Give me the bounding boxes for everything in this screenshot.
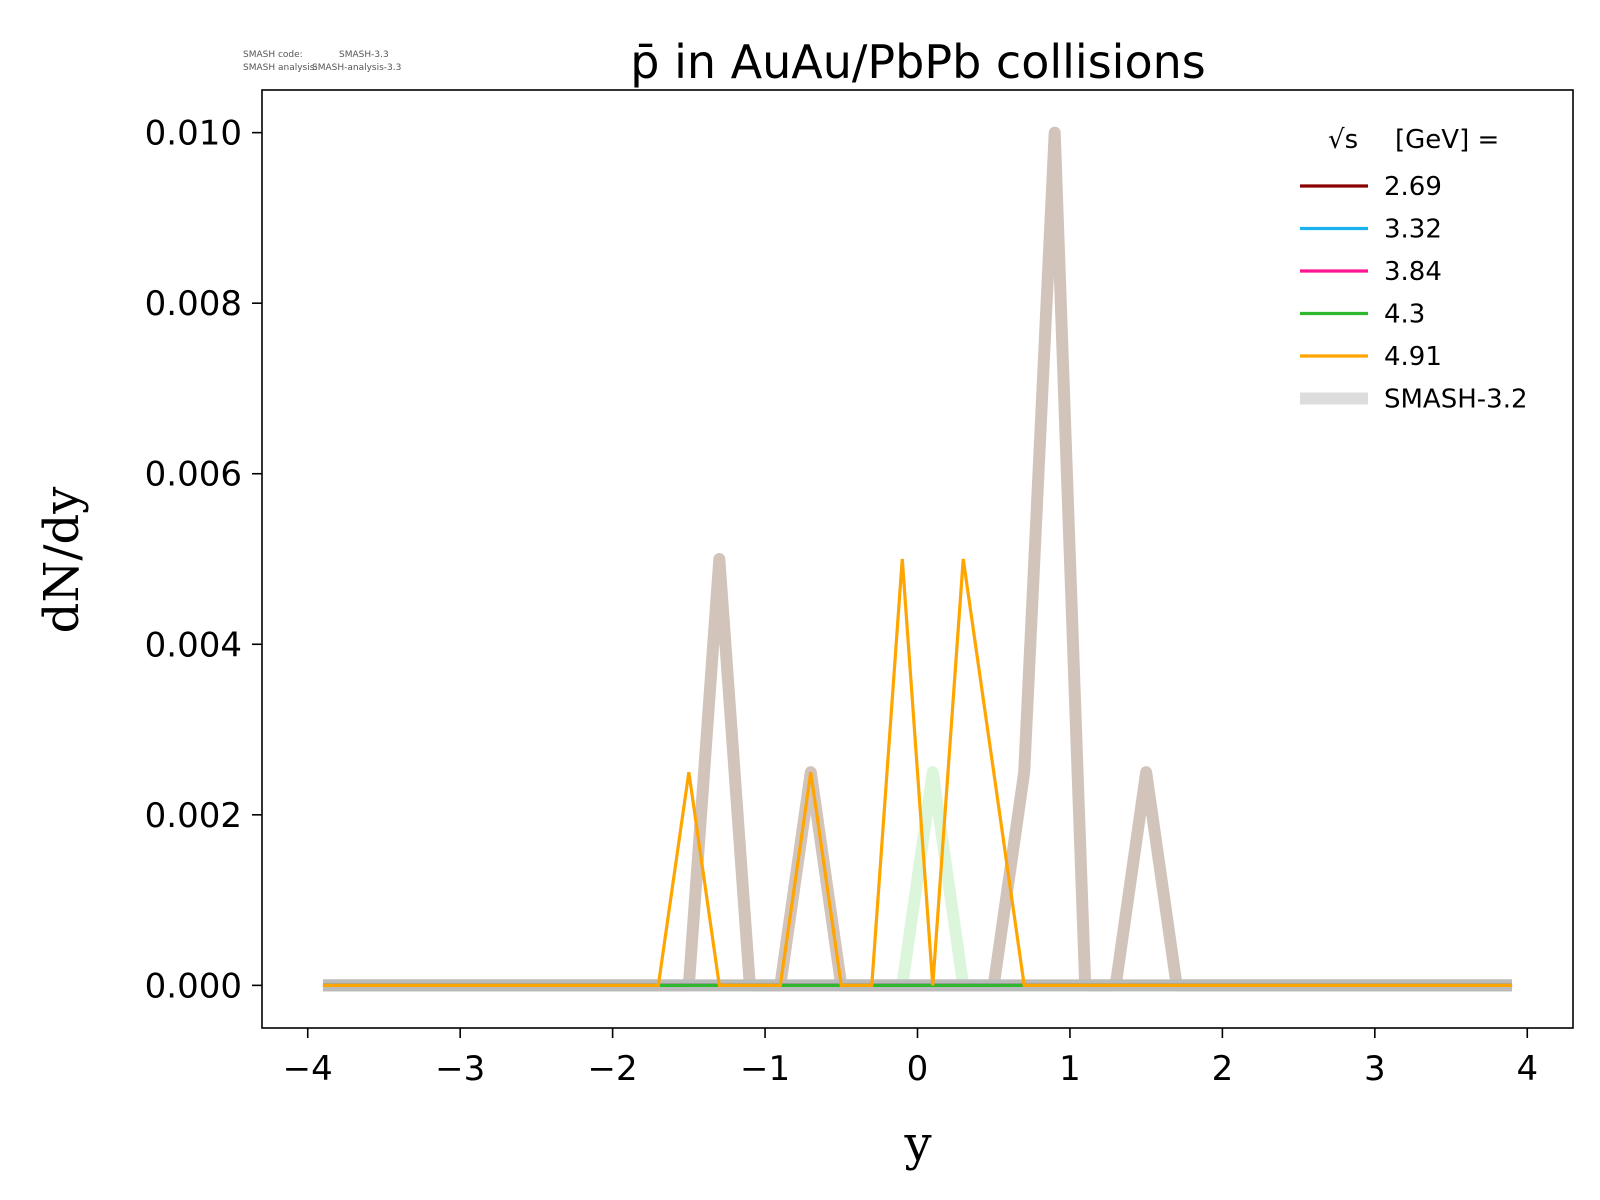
x-tick-label: −2 [588,1049,638,1089]
x-tick-label: 4 [1516,1049,1538,1089]
legend-label: 4.3 [1384,300,1425,330]
x-tick-label: 3 [1364,1049,1386,1089]
legend-label: 3.84 [1384,257,1442,287]
legend-label: SMASH-3.2 [1384,385,1528,415]
x-tick-label: −4 [283,1049,333,1089]
legend: √s [GeV] = 2.69 3.32 3.84 4.3 4.91 SMASH-3.2 [1300,125,1528,415]
x-tick-label: 1 [1059,1049,1081,1089]
series-line-reference [322,766,1513,992]
y-axis: 0.000 0.002 0.004 0.006 0.008 0.010 [145,114,262,1006]
x-axis-title: y [903,1116,931,1172]
y-tick-label: 0.006 [145,455,242,495]
meta-code-label: SMASH code: [243,50,303,60]
meta-code-value: SMASH-3.3 [339,50,389,60]
x-tick-label: 0 [907,1049,929,1089]
plot-area [322,126,1513,992]
legend-entries: 2.69 3.32 3.84 4.3 4.91 SMASH-3.2 [1300,172,1528,415]
series-line-4.91 [322,558,1513,987]
x-tick-label: −3 [435,1049,485,1089]
series-layer [322,126,1513,992]
y-tick-label: 0.002 [145,796,242,836]
meta-analysis-value: SMASH-analysis-3.3 [312,63,401,73]
y-axis-title: dN/dy [34,487,90,634]
legend-label: 4.91 [1384,342,1442,372]
legend-label: 3.32 [1384,215,1442,245]
legend-title-math: √s [1328,125,1358,155]
legend-label: 2.69 [1384,172,1442,202]
x-tick-label: 2 [1212,1049,1234,1089]
x-tick-label: −1 [740,1049,790,1089]
y-tick-label: 0.010 [145,114,242,154]
chart-title: p̄ in AuAu/PbPb collisions [630,35,1205,89]
y-tick-label: 0.008 [145,284,242,324]
x-axis: −4 −3 −2 −1 0 1 2 3 4 [283,1028,1538,1089]
y-tick-label: 0.000 [145,966,242,1006]
meta-analysis-label: SMASH analysis: [243,63,317,73]
y-tick-label: 0.004 [145,625,242,665]
legend-title: [GeV] = [1395,125,1499,155]
